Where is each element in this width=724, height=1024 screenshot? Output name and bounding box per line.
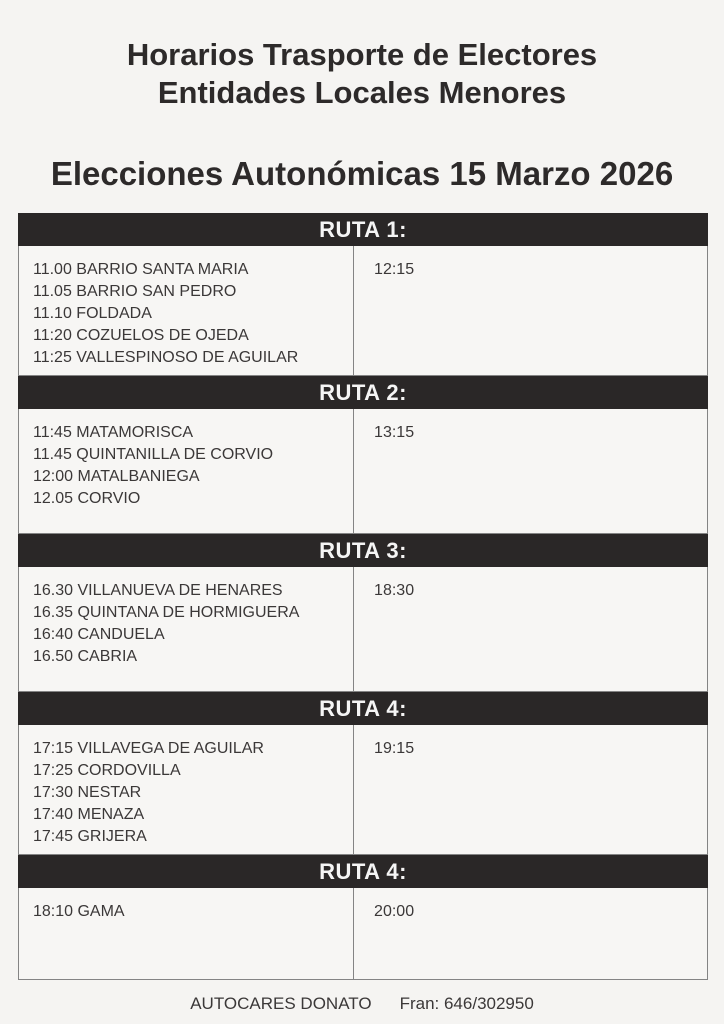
stop-line: 11:25 VALLESPINOSO DE AGUILAR: [33, 349, 299, 366]
route-header-label: RUTA 3:: [319, 538, 407, 563]
stop-line: 11.45 QUINTANILLA DE CORVIO: [33, 446, 274, 463]
page-title-line2: Entidades Locales Menores: [157, 75, 567, 110]
page-subtitle: Elecciones Autonómicas 15 Marzo 2026: [50, 155, 674, 192]
route-section: RUTA 4: 17:15 VILLAVEGA DE AGUILAR 17:25 …: [18, 692, 708, 855]
stop-line: 17:45 GRIJERA: [33, 828, 147, 845]
route-header: RUTA 4:: [18, 855, 708, 888]
page-title: Horarios Trasporte de Electores Entidade…: [0, 0, 724, 112]
route-body: 17:15 VILLAVEGA DE AGUILAR 17:25 CORDOVIL…: [18, 725, 708, 855]
route-body: 18:10 GAMA 20:00: [18, 888, 708, 980]
stop-line: 17:15 VILLAVEGA DE AGUILAR: [33, 740, 264, 757]
route-return-cell: 12:15: [354, 246, 707, 375]
route-return-cell: 18:30: [354, 567, 707, 691]
route-header-label: RUTA 2:: [319, 380, 407, 405]
route-header-label: RUTA 4:: [319, 696, 407, 721]
stop-line: 12:00 MATALBANIEGA: [33, 468, 200, 485]
footer-contact: Fran: 646/302950: [399, 994, 534, 1013]
route-body: 11:45 MATAMORISCA 11.45 QUINTANILLA DE CO…: [18, 409, 708, 534]
stop-line: 16.35 QUINTANA DE HORMIGUERA: [33, 604, 300, 621]
routes-table: RUTA 1: 11.00 BARRIO SANTA MARIA 11.05 BA…: [18, 213, 708, 980]
route-header-label: RUTA 4:: [319, 859, 407, 884]
route-return-time: 18:30: [374, 582, 415, 599]
stop-line: 16:40 CANDUELA: [33, 626, 165, 643]
stop-line: 17:40 MENAZA: [33, 806, 145, 823]
route-header-label: RUTA 1:: [319, 217, 407, 242]
route-stops: 11:45 MATAMORISCA 11.45 QUINTANILLA DE CO…: [19, 409, 355, 533]
route-header: RUTA 3:: [18, 534, 708, 567]
route-return-cell: 20:00: [354, 888, 707, 979]
stop-line: 17:30 NESTAR: [33, 784, 142, 801]
route-return-cell: 13:15: [354, 409, 707, 533]
route-stops: 16.30 VILLANUEVA DE HENARES 16.35 QUINTAN…: [19, 567, 355, 691]
route-section: RUTA 4: 18:10 GAMA 20:00: [18, 855, 708, 980]
route-return-cell: 19:15: [354, 725, 707, 854]
stop-line: 11.00 BARRIO SANTA MARIA: [33, 261, 249, 278]
route-header: RUTA 1:: [18, 213, 708, 246]
route-return-time: 12:15: [374, 261, 415, 278]
route-section: RUTA 3: 16.30 VILLANUEVA DE HENARES 16.35…: [18, 534, 708, 692]
route-return-time: 13:15: [374, 424, 415, 441]
route-body: 16.30 VILLANUEVA DE HENARES 16.35 QUINTAN…: [18, 567, 708, 692]
route-body: 11.00 BARRIO SANTA MARIA 11.05 BARRIO SAN…: [18, 246, 708, 376]
stop-line: 11.05 BARRIO SAN PEDRO: [33, 283, 237, 300]
footer-company: AUTOCARES DONATO: [190, 994, 372, 1013]
stop-line: 12.05 CORVIO: [33, 490, 141, 507]
stop-line: 17:25 CORDOVILLA: [33, 762, 181, 779]
footer: AUTOCARES DONATO Fran: 646/302950: [0, 993, 724, 1015]
route-return-time: 19:15: [374, 740, 415, 757]
stop-line: 11:45 MATAMORISCA: [33, 424, 194, 441]
stop-line: 16.30 VILLANUEVA DE HENARES: [33, 582, 283, 599]
stop-line: 11.10 FOLDADA: [33, 305, 152, 322]
stop-line: 16.50 CABRIA: [33, 648, 138, 665]
route-section: RUTA 2: 11:45 MATAMORISCA 11.45 QUINTANIL…: [18, 376, 708, 534]
page-title-line1: Horarios Trasporte de Electores: [126, 37, 598, 72]
route-header: RUTA 2:: [18, 376, 708, 409]
route-section: RUTA 1: 11.00 BARRIO SANTA MARIA 11.05 BA…: [18, 213, 708, 376]
route-stops: 11.00 BARRIO SANTA MARIA 11.05 BARRIO SAN…: [19, 246, 355, 375]
stop-line: 11:20 COZUELOS DE OJEDA: [33, 327, 249, 344]
route-stops: 18:10 GAMA: [19, 888, 355, 979]
route-stops: 17:15 VILLAVEGA DE AGUILAR 17:25 CORDOVIL…: [19, 725, 355, 854]
route-return-time: 20:00: [374, 903, 415, 920]
stop-line: 18:10 GAMA: [33, 903, 125, 920]
route-header: RUTA 4:: [18, 692, 708, 725]
